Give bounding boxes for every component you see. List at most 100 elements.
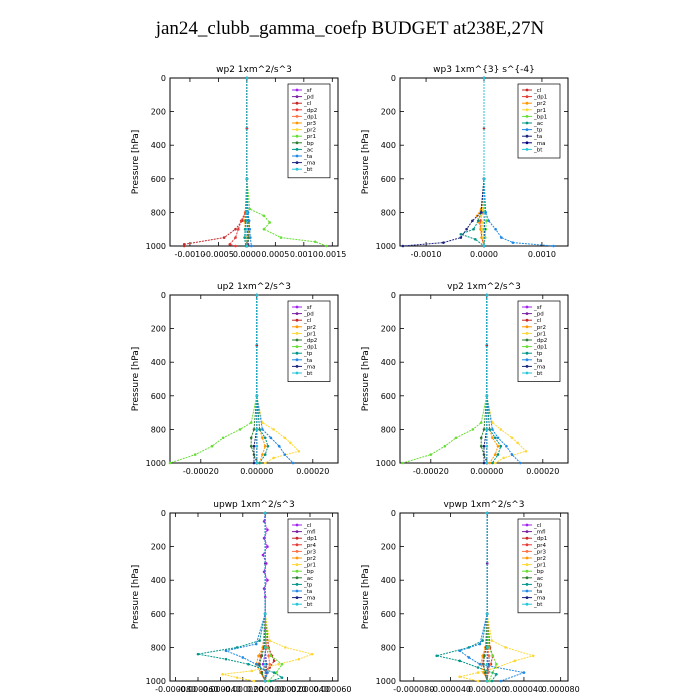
data-point-tp (458, 659, 461, 663)
legend-label: _bp (303, 141, 314, 147)
data-point-pr1 (283, 436, 287, 440)
legend-label: _ta (303, 358, 312, 364)
data-point-ta (491, 428, 494, 431)
data-point-pr1 (272, 456, 275, 460)
data-point-bt (482, 244, 486, 248)
data-point-tp (263, 436, 267, 440)
data-point-tp (552, 244, 555, 248)
data-point-bt (263, 662, 267, 666)
data-point-pr1 (310, 652, 314, 656)
legend-label: _pd (303, 95, 314, 101)
y-tick-label: 0 (161, 74, 166, 83)
data-point-pr1 (297, 657, 301, 661)
data-point-pr3 (268, 662, 271, 666)
data-point-cl (261, 553, 265, 557)
legend-label: _pr1 (303, 331, 316, 337)
data-point-tp (490, 679, 494, 683)
legend-label: _dp2 (303, 108, 317, 114)
x-tick-label: 0.00000 (240, 467, 273, 476)
legend-label: _dp2 (533, 338, 547, 344)
data-point-cl (266, 578, 269, 582)
legend-label: _bt (533, 602, 543, 608)
legend-label: _pr3 (303, 549, 317, 555)
data-point-bp (267, 679, 270, 683)
legend-label: _pd (533, 312, 544, 318)
data-point-tp (491, 461, 494, 465)
x-tick-label: 0.000060 (313, 685, 351, 694)
legend-marker (525, 523, 529, 527)
legend-marker (295, 576, 299, 580)
y-axis-label: Pressure [hPa] (361, 347, 371, 412)
x-tick-label: 0.0000 (233, 250, 261, 259)
data-point-tp (496, 453, 500, 456)
legend-marker (295, 141, 299, 145)
x-tick-label: 0.0010 (290, 250, 318, 259)
data-point-dp1 (210, 444, 214, 448)
legend-marker (295, 371, 299, 375)
legend-label: _tp (533, 128, 543, 134)
x-tick-label: -0.000020 (222, 685, 263, 694)
data-point-ac (260, 671, 264, 674)
data-point-dp1 (429, 453, 433, 456)
legend-marker (295, 602, 299, 606)
chart-panel-wp2: wp2 1xm^2/s^3 0 200 400 600 800 1000 -0.0010-0.… (131, 65, 346, 259)
legend-marker (295, 530, 299, 533)
data-point-pr2 (263, 444, 267, 448)
data-point-pr3 (487, 654, 491, 658)
y-tick-label: 400 (151, 358, 166, 367)
x-tick-label: -0.00020 (183, 467, 219, 476)
series-line-tp (197, 513, 284, 682)
legend-label: _ac (303, 147, 313, 153)
data-point-ta (254, 662, 258, 666)
data-point-ac (472, 227, 475, 231)
data-point-dp2 (228, 243, 232, 246)
data-point-dp2 (249, 444, 253, 448)
data-point-pr1 (272, 428, 275, 431)
data-point-cl (485, 344, 489, 347)
data-point-ta (459, 236, 463, 239)
data-point-bt (263, 612, 267, 616)
legend-marker (295, 108, 299, 112)
legend-marker (295, 148, 299, 151)
data-point-bt (255, 444, 259, 448)
data-point-pr1 (481, 207, 485, 211)
data-point-pr1 (263, 461, 267, 465)
legend-label: _cl (303, 101, 312, 107)
y-tick-label: 200 (381, 108, 396, 117)
data-point-bp (495, 662, 498, 666)
data-point-pr2 (482, 671, 485, 674)
data-point-dp2 (482, 428, 486, 431)
legend-label: _ma (303, 161, 315, 167)
legend-marker (295, 550, 299, 553)
data-point-bp (487, 679, 491, 683)
data-point-pr1 (289, 441, 292, 445)
legend-label: _pr2 (303, 325, 316, 331)
data-point-tp (493, 436, 497, 440)
data-point-tp (435, 654, 439, 658)
panel-title: vp2 1xm^2/s^3 (447, 282, 521, 292)
legend-label: _bt (303, 167, 313, 173)
data-point-dp2 (252, 428, 256, 431)
legend-label: _pr4 (303, 543, 317, 549)
y-tick-label: 200 (151, 543, 166, 552)
data-point-ac (474, 237, 477, 241)
data-point-pr2 (491, 436, 494, 440)
data-point-pr2 (496, 444, 500, 448)
data-point-pr1 (284, 646, 287, 649)
data-point-ta (479, 211, 483, 214)
data-point-bt (255, 461, 259, 465)
legend-marker (525, 371, 529, 375)
data-point-ta (248, 236, 252, 239)
y-tick-label: 0 (391, 74, 396, 83)
legend-box (517, 300, 561, 382)
legend-label: _tp (303, 582, 313, 588)
legend-marker (295, 358, 299, 362)
data-point-pr2 (488, 461, 491, 465)
data-point-dp1 (401, 461, 405, 465)
data-point-ta (505, 444, 508, 448)
legend-marker (295, 325, 299, 329)
legend-marker (525, 550, 529, 553)
legend-label: _mfl (533, 530, 546, 536)
x-tick-label: 0.000080 (542, 685, 580, 694)
legend-label: _sf (533, 305, 543, 311)
